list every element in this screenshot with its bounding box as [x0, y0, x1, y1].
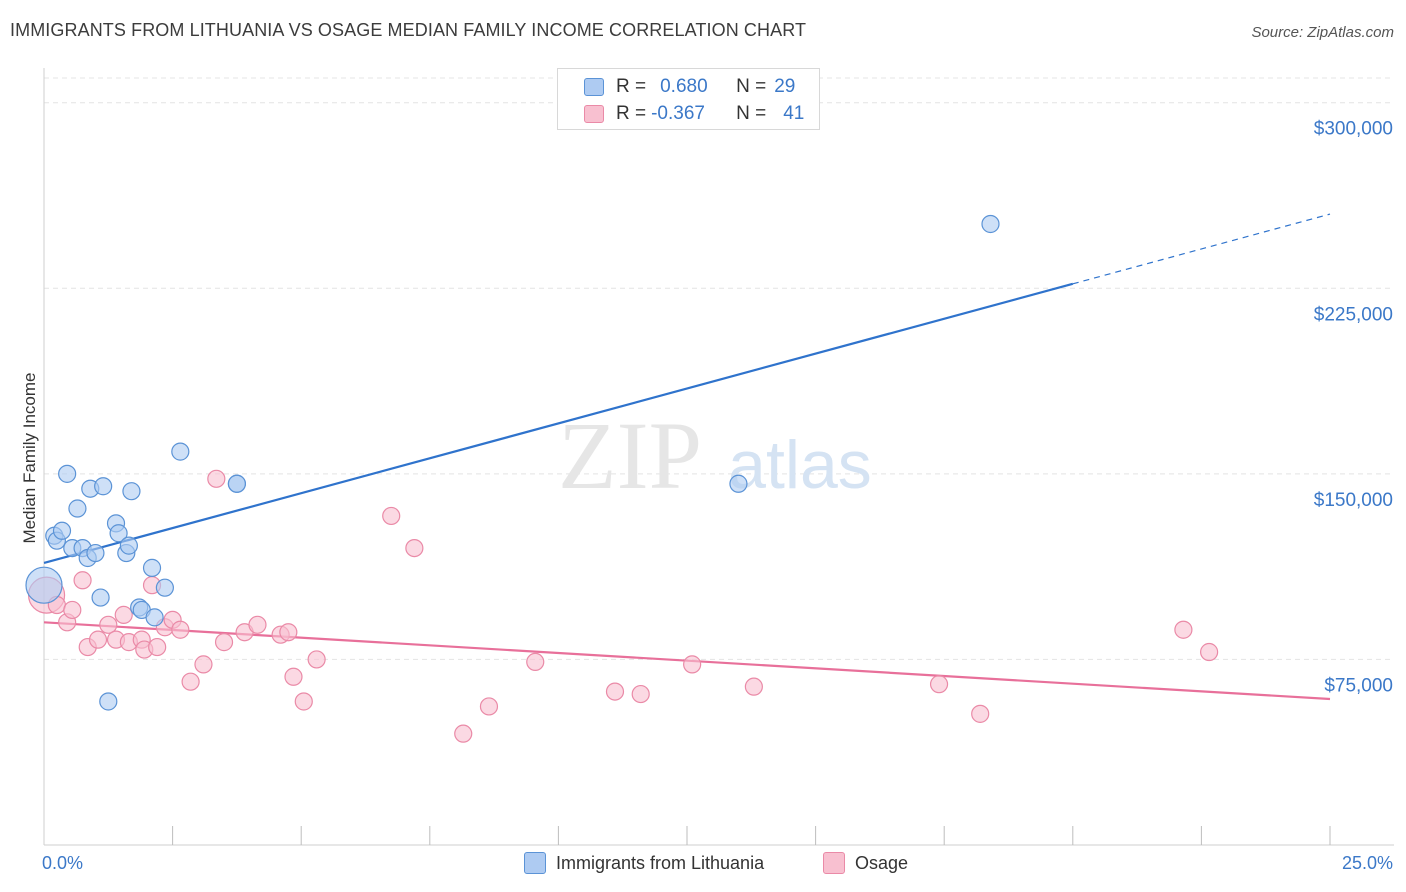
- bottom-legend-swatch-lithuania: [524, 852, 546, 874]
- osage-point: [73, 571, 92, 590]
- lithuania-point: [142, 558, 162, 577]
- osage-point: [382, 506, 401, 526]
- lithuania-point: [119, 536, 138, 555]
- trend-line-lithuania: [43, 282, 1074, 565]
- osage-point: [683, 655, 702, 674]
- osage-point: [279, 623, 298, 642]
- osage-point: [114, 605, 133, 625]
- osage-point: [88, 630, 108, 649]
- osage-point: [605, 682, 625, 701]
- lithuania-point: [981, 214, 1000, 234]
- axes: $75,000 $150,000 $225,000 $300,000 0.0% 25.0%: [42, 68, 1394, 873]
- bottom-legend-lithuania: Immigrants from Lithuania: [524, 852, 764, 874]
- bottom-legend-osage: Osage: [823, 852, 908, 874]
- osage-point: [99, 615, 118, 634]
- osage-point: [63, 600, 82, 620]
- lithuania-point: [145, 608, 164, 627]
- osage-point: [971, 704, 990, 723]
- osage-point: [744, 677, 763, 696]
- osage-point: [631, 684, 650, 704]
- osage-point: [214, 633, 234, 652]
- legend: R = 0.680 N = 29 R = -0.367 N = 41: [557, 68, 820, 130]
- legend-n-value: 29: [774, 76, 796, 97]
- osage-point: [454, 724, 473, 743]
- chart-title: IMMIGRANTS FROM LITHUANIA VS OSAGE MEDIA…: [10, 20, 807, 40]
- x-tick-label: 0.0%: [42, 853, 83, 873]
- y-tick-label: $225,000: [1314, 304, 1393, 325]
- y-tick-label: $300,000: [1314, 119, 1393, 140]
- lithuania-point: [729, 474, 748, 493]
- osage-point: [405, 538, 424, 558]
- lithuania-point: [122, 482, 141, 501]
- osage-point: [181, 672, 200, 691]
- lithuania-point: [155, 578, 174, 597]
- source-credit: Source: ZipAtlas.com: [1251, 24, 1394, 41]
- lithuania-point: [86, 543, 105, 563]
- osage-point: [171, 620, 190, 639]
- watermark-atlas: atlas: [728, 427, 872, 503]
- legend-r-value: 0.680: [660, 76, 708, 97]
- osage-point: [1200, 642, 1219, 662]
- lithuania-point: [99, 692, 118, 711]
- bottom-legend-label-lithuania: Immigrants from Lithuania: [556, 852, 765, 873]
- legend-row-lithuania: R = 0.680 N = 29: [584, 75, 795, 99]
- osage-point: [194, 655, 213, 674]
- lithuania-point: [227, 474, 246, 493]
- osage-point: [307, 650, 326, 669]
- lithuania-point: [109, 524, 128, 543]
- legend-r-value: -0.367: [651, 103, 705, 124]
- legend-swatch-lithuania: [584, 78, 604, 96]
- lithuania-point: [94, 477, 113, 496]
- data-points: [25, 214, 1219, 743]
- watermark: ZIP atlas: [558, 402, 872, 509]
- bottom-legend-swatch-osage: [823, 852, 845, 874]
- trend-line-extension: [1072, 213, 1331, 285]
- osage-point: [207, 469, 226, 488]
- osage-point: [294, 692, 313, 711]
- x-tick-label: 25.0%: [1342, 853, 1393, 873]
- osage-point: [929, 675, 949, 694]
- gridlines: [44, 77, 1394, 660]
- bottom-legend-label-osage: Osage: [855, 852, 909, 873]
- legend-r-label: R =: [616, 103, 647, 124]
- watermark-zip: ZIP: [558, 402, 702, 509]
- lithuania-point: [91, 588, 110, 607]
- lithuania-point: [52, 521, 72, 540]
- legend-n-label: N =: [736, 103, 767, 124]
- legend-n-value: 41: [783, 103, 805, 124]
- lithuania-point: [25, 566, 63, 604]
- y-tick-label: $75,000: [1324, 675, 1393, 696]
- legend-r-label: R =: [616, 76, 647, 97]
- osage-point: [284, 667, 303, 686]
- legend-row-osage: R = -0.367 N = 41: [584, 102, 804, 126]
- lithuania-point: [68, 499, 87, 518]
- lithuania-point: [58, 464, 77, 483]
- osage-point: [526, 652, 545, 672]
- legend-n-label: N =: [736, 76, 767, 97]
- osage-point: [248, 615, 267, 634]
- legend-swatch-osage: [584, 105, 604, 123]
- y-axis-label: Median Family Income: [20, 372, 39, 543]
- y-tick-label: $150,000: [1314, 490, 1393, 511]
- osage-point: [479, 697, 499, 716]
- osage-point: [1174, 620, 1193, 639]
- osage-point: [148, 637, 167, 657]
- lithuania-point: [171, 442, 190, 461]
